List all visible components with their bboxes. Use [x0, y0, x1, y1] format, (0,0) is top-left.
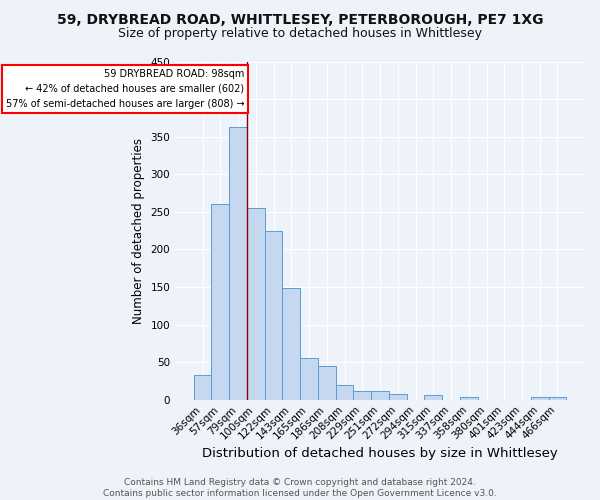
Bar	[265, 230, 283, 400]
Text: 59, DRYBREAD ROAD, WHITTLESEY, PETERBOROUGH, PE7 1XG: 59, DRYBREAD ROAD, WHITTLESEY, PETERBORO…	[57, 12, 543, 26]
Bar	[353, 392, 371, 400]
Text: 59 DRYBREAD ROAD: 98sqm
← 42% of detached houses are smaller (602)
57% of semi-d: 59 DRYBREAD ROAD: 98sqm ← 42% of detache…	[5, 69, 244, 108]
Bar	[229, 127, 247, 400]
Bar	[460, 396, 478, 400]
Bar	[548, 398, 566, 400]
Bar	[283, 288, 300, 400]
Text: Contains HM Land Registry data © Crown copyright and database right 2024.
Contai: Contains HM Land Registry data © Crown c…	[103, 478, 497, 498]
Bar	[247, 208, 265, 400]
X-axis label: Distribution of detached houses by size in Whittlesey: Distribution of detached houses by size …	[202, 447, 558, 460]
Bar	[424, 395, 442, 400]
Text: Size of property relative to detached houses in Whittlesey: Size of property relative to detached ho…	[118, 28, 482, 40]
Y-axis label: Number of detached properties: Number of detached properties	[132, 138, 145, 324]
Bar	[335, 386, 353, 400]
Bar	[531, 396, 548, 400]
Bar	[371, 392, 389, 400]
Bar	[318, 366, 335, 400]
Bar	[211, 204, 229, 400]
Bar	[194, 375, 211, 400]
Bar	[300, 358, 318, 400]
Bar	[389, 394, 407, 400]
